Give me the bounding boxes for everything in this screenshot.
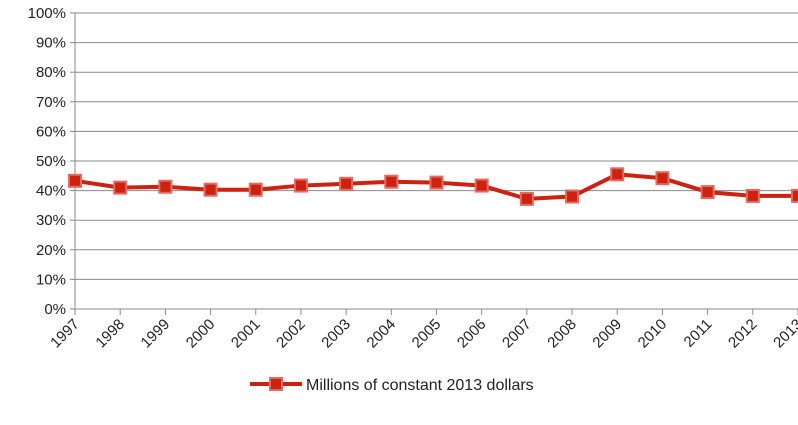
x-tick-label: 2002: [273, 316, 309, 352]
data-point-marker: [248, 182, 263, 197]
y-tick-label: 60%: [36, 123, 66, 140]
x-tick-label: 2006: [454, 316, 490, 352]
y-tick-label: 80%: [36, 64, 66, 81]
x-tick-label: 2013: [770, 316, 798, 352]
x-tick-label: 2008: [544, 316, 580, 352]
data-point-marker: [474, 178, 489, 193]
y-tick-label: 50%: [36, 153, 66, 170]
data-point-marker: [610, 167, 625, 182]
x-tick-label: 1998: [92, 316, 128, 352]
x-tick-label: 2004: [364, 316, 400, 352]
x-tick-label: 2010: [635, 316, 671, 352]
y-tick-label: 70%: [36, 94, 66, 111]
y-tick-label: 10%: [36, 271, 66, 288]
data-point-marker: [339, 176, 354, 191]
y-tick-label: 90%: [36, 35, 66, 52]
y-tick-label: 40%: [36, 183, 66, 200]
y-tick-label: 20%: [36, 242, 66, 259]
data-point-marker: [68, 173, 82, 188]
y-tick-label: 0%: [44, 301, 66, 318]
series-line: [68, 167, 798, 206]
x-tick-label: 1999: [138, 316, 174, 352]
legend-label: Millions of constant 2013 dollars: [306, 377, 534, 394]
x-tick-label: 2001: [228, 316, 264, 352]
y-tick-label: 30%: [36, 212, 66, 229]
x-tick-label: 1997: [47, 316, 83, 352]
data-point-marker: [429, 175, 444, 190]
x-tick-label: 2007: [499, 316, 535, 352]
x-tick-label: 2005: [409, 316, 445, 352]
data-point-marker: [519, 191, 534, 206]
data-point-marker: [158, 179, 173, 194]
legend: Millions of constant 2013 dollars: [250, 377, 534, 394]
x-tick-label: 2012: [725, 316, 761, 352]
data-point-marker: [565, 189, 580, 204]
data-point-marker: [745, 188, 760, 203]
x-tick-label: 2000: [183, 316, 219, 352]
x-tick-label: 2011: [681, 316, 716, 351]
x-tick-label: 2009: [589, 316, 625, 352]
data-point-marker: [384, 174, 399, 189]
data-point-marker: [700, 185, 715, 200]
x-axis: 1997 1998 1999 2000 2001 2002 2003 2004 2005 2006…: [47, 309, 798, 351]
data-point-marker: [293, 178, 308, 193]
data-point-marker: [655, 171, 670, 186]
data-point-marker: [203, 182, 218, 197]
legend-marker-swatch: [269, 377, 283, 391]
data-point-marker: [113, 180, 128, 195]
y-tick-label: 100%: [28, 5, 66, 22]
gridlines: [75, 12, 798, 310]
y-axis: 0% 10% 20% 30% 40% 50% 60% 70% 80% 90% 100%: [28, 5, 76, 318]
data-point-marker: [791, 188, 798, 203]
x-tick-label: 2003: [318, 316, 354, 352]
